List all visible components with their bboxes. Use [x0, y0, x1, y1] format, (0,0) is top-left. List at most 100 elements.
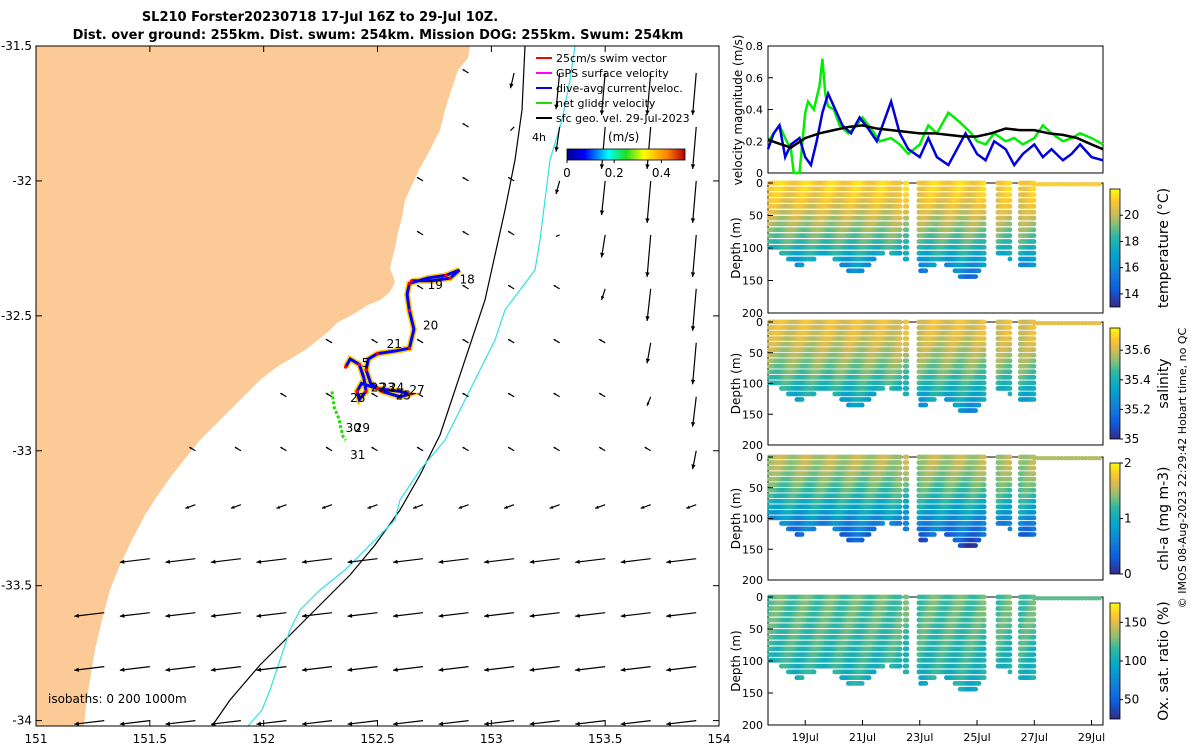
profile-dot	[811, 391, 817, 397]
velocity-vector-head	[575, 559, 580, 564]
velocity-vector-head	[325, 339, 329, 342]
velocity-vector-head	[575, 721, 580, 726]
profile-dot	[1031, 244, 1037, 250]
velocity-vector	[347, 666, 378, 671]
temperature-section-ylabel: Depth (m)	[729, 217, 743, 278]
velocity-vector	[438, 666, 469, 671]
profile-dot	[897, 330, 903, 336]
velocity-vector	[301, 720, 333, 725]
profile-dot	[1097, 321, 1102, 326]
velocity-vector-head	[210, 667, 216, 672]
profile-dot	[1031, 204, 1037, 209]
velocity-vector-head	[371, 393, 374, 396]
track-swim-dot	[407, 281, 411, 286]
track-swim-dot	[410, 279, 414, 283]
map-x-tick-label: 154	[708, 732, 731, 746]
velocity-series-black	[767, 124, 1104, 151]
profile-dot	[976, 402, 982, 408]
velocity-vector	[666, 612, 697, 617]
velocity-vector	[347, 612, 378, 617]
velocity-vector	[347, 558, 378, 563]
velocity-vector	[74, 612, 105, 617]
profile-dot	[1007, 374, 1013, 380]
profile-dot	[981, 239, 987, 244]
profile-dot	[981, 369, 987, 375]
velocity-vector-head	[438, 721, 444, 726]
profile-dot	[1007, 386, 1013, 391]
profile-dot	[1031, 227, 1037, 233]
track-swim-dot	[364, 368, 368, 372]
profile-dot	[981, 215, 987, 221]
velocity-vector-head	[74, 613, 80, 618]
velocity-vector-head	[256, 667, 262, 672]
profile-dot	[1007, 352, 1013, 358]
velocity-vector-head	[645, 358, 651, 364]
profile-dot	[981, 380, 987, 386]
map-x-tick-label: 152	[252, 732, 275, 746]
profile-dot	[981, 192, 987, 198]
velocity-vector	[529, 558, 560, 563]
profile-dot	[1097, 182, 1102, 187]
coastline-land	[36, 46, 470, 726]
profile-dot	[981, 325, 987, 330]
velocity-vector-head	[234, 447, 238, 450]
profile-dot	[981, 319, 987, 325]
profile-dot	[1007, 325, 1013, 330]
velocity-vector-head	[620, 559, 626, 564]
colorbar-tick-label: 0.4	[652, 166, 671, 180]
track-swim-dot	[407, 346, 411, 350]
profile-dot	[897, 192, 903, 198]
profile-dot	[981, 336, 987, 342]
profile-dot	[904, 215, 910, 221]
profile-dot	[1007, 204, 1013, 209]
profile-dot	[1031, 256, 1037, 262]
legend-label: net glider velocity	[556, 97, 656, 110]
velocity-vector-head	[458, 505, 463, 509]
profile-dot	[1031, 341, 1037, 347]
velocity-y-tick-label: 0.6	[746, 72, 764, 85]
velocity-vector-head	[600, 252, 605, 258]
velocity-vector-head	[417, 231, 420, 234]
velocity-vector-head	[554, 104, 559, 110]
day-label: 31	[350, 448, 365, 462]
profile-dot	[904, 347, 910, 353]
profile-dot	[923, 402, 929, 408]
velocity-vector-head	[185, 505, 190, 509]
velocity-vector-head	[645, 272, 650, 277]
profile-dot	[1007, 221, 1013, 227]
profile-dot	[904, 363, 910, 369]
velocity-vector-head	[509, 83, 514, 89]
track-swim-dot	[364, 389, 368, 393]
profile-dot	[1007, 369, 1013, 375]
profile-dot	[904, 198, 910, 203]
velocity-vector-head	[620, 667, 626, 672]
velocity-vector-head	[438, 667, 444, 672]
velocity-vector-head	[555, 189, 560, 195]
profile-dot	[799, 397, 805, 402]
colorbar-tick-label: 0.2	[605, 166, 624, 180]
profile-dot	[897, 215, 903, 221]
profile-dot	[897, 180, 903, 186]
profile-dot	[904, 244, 910, 250]
profile-dot	[897, 341, 903, 347]
profile-dot	[1007, 256, 1013, 262]
profile-dot	[1007, 192, 1013, 198]
colorbar-unit-label: (m/s)	[608, 130, 639, 144]
velocity-vector-head	[508, 285, 511, 288]
velocity-vector	[620, 612, 651, 617]
profile-dot	[859, 268, 865, 274]
profile-dot	[1007, 198, 1013, 203]
profile-dot	[981, 186, 987, 192]
velocity-vector-head	[690, 164, 696, 169]
velocity-vector-head	[74, 721, 80, 726]
velocity-vector-head	[640, 505, 645, 509]
profile-dot	[897, 186, 903, 192]
profile-dot	[1007, 186, 1013, 192]
profile-dot	[904, 209, 910, 215]
profile-dot	[904, 221, 910, 227]
day-label: 5	[362, 356, 370, 370]
glider-track	[330, 267, 462, 441]
profile-dot	[1031, 369, 1037, 375]
